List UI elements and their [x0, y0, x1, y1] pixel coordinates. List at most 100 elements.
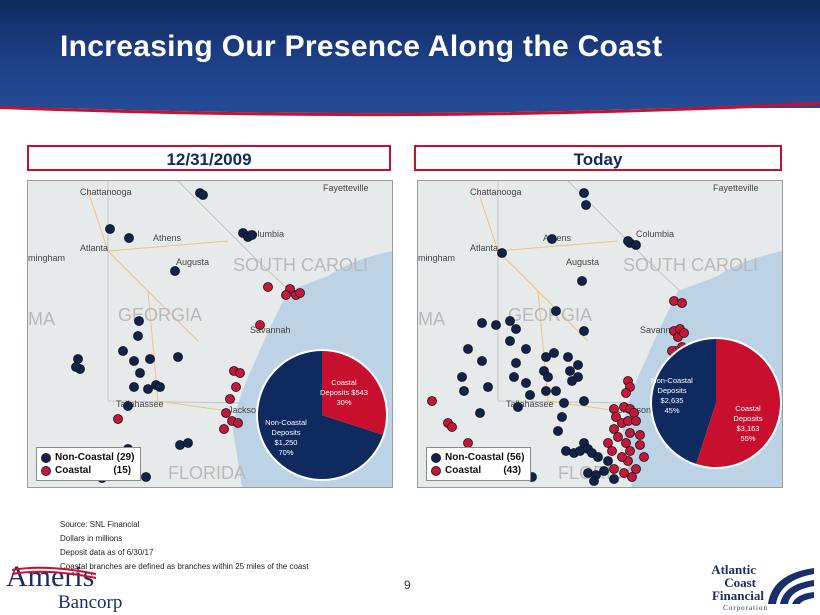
non-coastal-branch-dot [71, 362, 81, 372]
non-coastal-branch-dot [175, 440, 185, 450]
coastal-branch-dot [225, 394, 235, 404]
non-coastal-branch-dot [525, 390, 535, 400]
non-coastal-branch-dot [631, 240, 641, 250]
map-label-georgia: GEORGIA [118, 305, 202, 325]
non-coastal-branch-dot [123, 401, 133, 411]
map-label-columbia: Columbia [636, 229, 674, 239]
legend-2009: Non-Coastal (29) Coastal (15) [36, 447, 142, 481]
non-coastal-branch-dot [475, 408, 485, 418]
page-title: Increasing Our Presence Along the Coast [60, 30, 663, 63]
ameris-logo-text: Ameris [6, 560, 94, 593]
coastal-branch-dot [233, 418, 243, 428]
non-coastal-branch-dot [477, 318, 487, 328]
non-coastal-branch-dot [583, 468, 593, 478]
map-label-augusta: Augusta [176, 257, 209, 267]
map-label-birmingham: mingham [418, 253, 455, 263]
non-coastal-branch-dot [513, 402, 523, 412]
acf-line1: Atlantic [711, 562, 756, 577]
coastal-branch-dot [621, 438, 631, 448]
map-label-athens: Athens [543, 233, 572, 243]
non-coastal-branch-dot [543, 372, 553, 382]
non-coastal-branch-dot [575, 446, 585, 456]
non-coastal-branch-dot [623, 236, 633, 246]
coastal-branch-dot [427, 396, 437, 406]
map-label-columbia: Columbia [246, 229, 284, 239]
panel-label-2009: 12/31/2009 [27, 145, 391, 171]
non-coastal-branch-dot [463, 344, 473, 354]
non-coastal-branch-dot [541, 386, 551, 396]
header-swoosh [0, 96, 820, 117]
non-coastal-branch-dot [553, 426, 563, 436]
non-coastal-branch-dot [118, 346, 128, 356]
map-label-savannah: Savannah [250, 325, 291, 335]
legend-coastal-label: Coastal (43) [445, 465, 522, 476]
footnote-source: Source: SNL Financial [60, 520, 140, 529]
coastal-branch-dot [631, 416, 641, 426]
non-coastal-branch-dot [105, 224, 115, 234]
non-coastal-branch-dot [551, 306, 561, 316]
pie-label-coastal: Deposits $543 [320, 388, 368, 397]
map-2009: Chattanooga Fayetteville Atlanta Athens … [27, 180, 393, 488]
map-canvas-today: Chattanooga Fayetteville Atlanta Athens … [418, 181, 782, 487]
coastal-branch-dot [609, 404, 619, 414]
footnote-date: Deposit data as of 6/30/17 [60, 548, 154, 557]
acf-line2: Coast [724, 575, 756, 590]
non-coastal-branch-dot [509, 372, 519, 382]
coastal-branch-dot [219, 424, 229, 434]
atlantic-coast-financial-logo: Atlantic Coast Financial Corporation [711, 562, 814, 612]
map-label-augusta: Augusta [566, 257, 599, 267]
map-label-jacksonville: Jacksonville [618, 405, 667, 415]
coastal-branch-dot [617, 452, 627, 462]
pie-label-non-coastal: 70% [278, 448, 293, 457]
map-label-south-carolina: SOUTH CAROLI [233, 255, 368, 275]
pie-label-non-coastal: $1,250 [275, 438, 298, 447]
non-coastal-branch-dot [579, 188, 589, 198]
non-coastal-branch-dot [145, 354, 155, 364]
pie-label-coastal: 55% [740, 434, 755, 443]
legend-row-coastal: Coastal (15) [41, 464, 134, 477]
non-coastal-branch-dot [155, 382, 165, 392]
coastal-swatch [431, 465, 441, 476]
pie-label-non-coastal: Deposits [271, 428, 300, 437]
coastal-swatch [41, 465, 51, 476]
acf-wave-icon [768, 568, 814, 604]
branch-dots-today [427, 188, 689, 486]
acf-line4: Corporation [723, 604, 768, 612]
coastal-branch-dot [625, 428, 635, 438]
coastal-branch-dot [263, 282, 273, 292]
coastal-branch-dot [677, 298, 687, 308]
coastal-branch-dot [613, 432, 623, 442]
pie-label-coastal: $3,163 [737, 424, 760, 433]
non-coastal-branch-dot [549, 348, 559, 358]
pie-slice-non-coastal [258, 351, 383, 479]
pie-label-coastal: Coastal [735, 404, 761, 413]
non-coastal-branch-dot [505, 316, 515, 326]
coastal-branch-dot [627, 472, 637, 482]
non-coastal-branch-dot [521, 344, 531, 354]
non-coastal-branch-dot [563, 352, 573, 362]
coastal-branch-dot [113, 414, 123, 424]
coastal-branch-dot [611, 412, 621, 422]
map-label-tallahassee: Tallahassee [116, 399, 164, 409]
non-coastal-branch-dot [141, 472, 151, 482]
legend-non-coastal-label: Non-Coastal (29) [55, 452, 135, 463]
coastal-branch-dot [619, 468, 629, 478]
pie-label-non-coastal: Deposits [657, 386, 686, 395]
pie-label-non-coastal: Non-Coastal [651, 376, 693, 385]
map-label-tallahassee: Tallahassee [506, 399, 554, 409]
footnote-units: Dollars in millions [60, 534, 123, 543]
coastal-branch-dot [231, 382, 241, 392]
non-coastal-branch-dot [457, 372, 467, 382]
coastal-branch-dot [295, 288, 305, 298]
pie-slice-coastal [696, 339, 780, 467]
non-coastal-branch-dot [124, 233, 134, 243]
non-coastal-branch-dot [183, 438, 193, 448]
header-banner [0, 0, 820, 108]
non-coastal-branch-dot [573, 360, 583, 370]
non-coastal-branch-dot [547, 234, 557, 244]
pie-label-non-coastal: 45% [664, 406, 679, 415]
pie-label-coastal: 30% [336, 398, 351, 407]
pie-label-non-coastal: Non-Coastal [265, 418, 307, 427]
coastal-branch-dot [255, 320, 265, 330]
